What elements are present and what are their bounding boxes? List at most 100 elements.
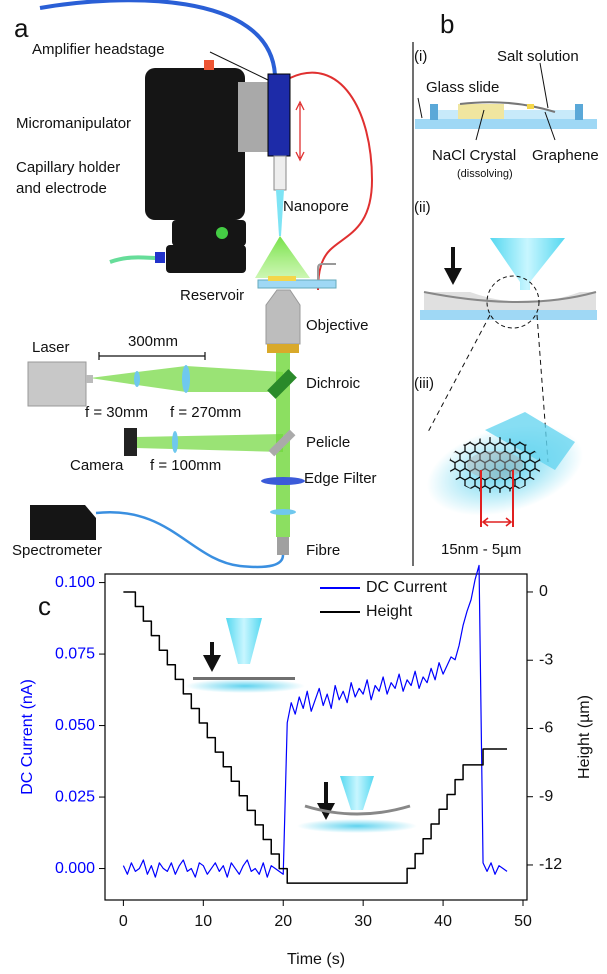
label: Graphene xyxy=(532,147,599,164)
tube xyxy=(317,263,336,280)
label: Fibre xyxy=(306,542,340,559)
panel-label: b xyxy=(440,9,454,39)
ball xyxy=(216,227,228,239)
label: Reservoir xyxy=(180,287,244,304)
panel-label: a xyxy=(14,13,29,43)
lens xyxy=(182,365,190,393)
arrow xyxy=(295,100,305,162)
micromanipulator xyxy=(145,68,245,220)
dichroic xyxy=(267,369,297,399)
pipette-tip xyxy=(485,412,575,470)
zoom-circle xyxy=(486,275,540,329)
label: Edge Filter xyxy=(304,470,377,487)
fibre xyxy=(277,537,289,555)
graphene xyxy=(423,291,597,303)
membrane xyxy=(304,804,411,816)
x-tick-label: 0 xyxy=(119,913,128,930)
label: f = 30mm xyxy=(85,404,148,421)
filter xyxy=(261,477,305,485)
pointer xyxy=(417,62,556,141)
pipette xyxy=(276,190,284,236)
solution xyxy=(438,110,575,119)
zoom-lines xyxy=(427,314,549,463)
label: Capillary holder xyxy=(16,159,120,176)
beam xyxy=(255,236,310,278)
block xyxy=(172,220,246,246)
label: Objective xyxy=(306,317,369,334)
x-tick-label: 20 xyxy=(274,913,292,930)
label: Camera xyxy=(70,457,124,474)
x-axis-label: Time (s) xyxy=(287,951,345,968)
membrane xyxy=(193,677,295,680)
crystal xyxy=(458,104,504,119)
cable xyxy=(95,510,285,569)
x-tick-label: 30 xyxy=(354,913,372,930)
plot-frame xyxy=(104,573,528,901)
objective xyxy=(265,289,301,345)
headstage xyxy=(267,73,291,157)
cable xyxy=(39,0,277,76)
connector xyxy=(155,252,165,263)
holder xyxy=(238,82,270,152)
scale-bar xyxy=(481,517,513,527)
label: Glass slide xyxy=(426,79,499,96)
label: 15nm - 5µm xyxy=(441,541,521,558)
pore xyxy=(467,451,523,479)
label: (ii) xyxy=(414,199,431,216)
cable xyxy=(109,255,159,264)
y2-tick-label: -6 xyxy=(539,720,553,737)
ring xyxy=(267,344,299,353)
arrow-head xyxy=(203,655,221,672)
label: 300mm xyxy=(128,333,178,350)
label: f = 100mm xyxy=(150,457,221,474)
label: NaCl Crystal xyxy=(432,147,516,164)
lattice xyxy=(449,437,541,493)
pointer xyxy=(209,51,269,81)
label: Laser xyxy=(32,339,70,356)
reservoir xyxy=(257,279,337,289)
label: Micromanipulator xyxy=(16,115,131,132)
y-axis-label: DC Current (nA) xyxy=(19,679,36,795)
camera xyxy=(124,428,137,456)
label: f = 270mm xyxy=(170,404,241,421)
capillary xyxy=(273,155,287,191)
spacer xyxy=(575,104,583,120)
pipette xyxy=(340,776,374,810)
y2-axis-label: Height (µm) xyxy=(576,695,593,779)
y-tick-label: 0.025 xyxy=(55,788,95,805)
glow xyxy=(185,679,305,693)
arrow-head xyxy=(444,268,462,285)
y-tick-label: 0.100 xyxy=(55,574,95,591)
y-tick-label: 0.050 xyxy=(55,717,95,734)
label: (i) xyxy=(414,48,427,65)
sample xyxy=(268,276,296,281)
panel-label: c xyxy=(38,591,51,621)
lens xyxy=(270,509,296,515)
x-tick-label: 40 xyxy=(434,913,452,930)
label: Amplifier headstage xyxy=(32,41,165,58)
spacer xyxy=(430,104,438,120)
laser-tip xyxy=(86,375,93,383)
label: Nanopore xyxy=(283,198,349,215)
beam xyxy=(136,434,283,452)
process-diagram xyxy=(412,42,597,566)
insets xyxy=(185,618,417,833)
legend-label: Height xyxy=(366,603,413,620)
wire xyxy=(289,71,374,291)
x-tick-label: 10 xyxy=(194,913,212,930)
legend-label: DC Current xyxy=(366,579,447,596)
pipette xyxy=(490,238,565,290)
label: (iii) xyxy=(414,375,434,392)
label: Pelicle xyxy=(306,434,350,451)
series-line xyxy=(122,564,508,878)
series-line xyxy=(123,591,508,884)
chart: 0 10 20 30 40 50 0.000 0.025 0.050 0.075 0.100 0 -3 -… xyxy=(19,564,593,968)
y-tick-label: 0.000 xyxy=(55,860,95,877)
glass-slide xyxy=(420,310,597,320)
knob xyxy=(204,60,214,70)
label: (dissolving) xyxy=(457,168,513,180)
y-tick-label: 0.075 xyxy=(55,645,95,662)
y2-tick-label: 0 xyxy=(539,583,548,600)
